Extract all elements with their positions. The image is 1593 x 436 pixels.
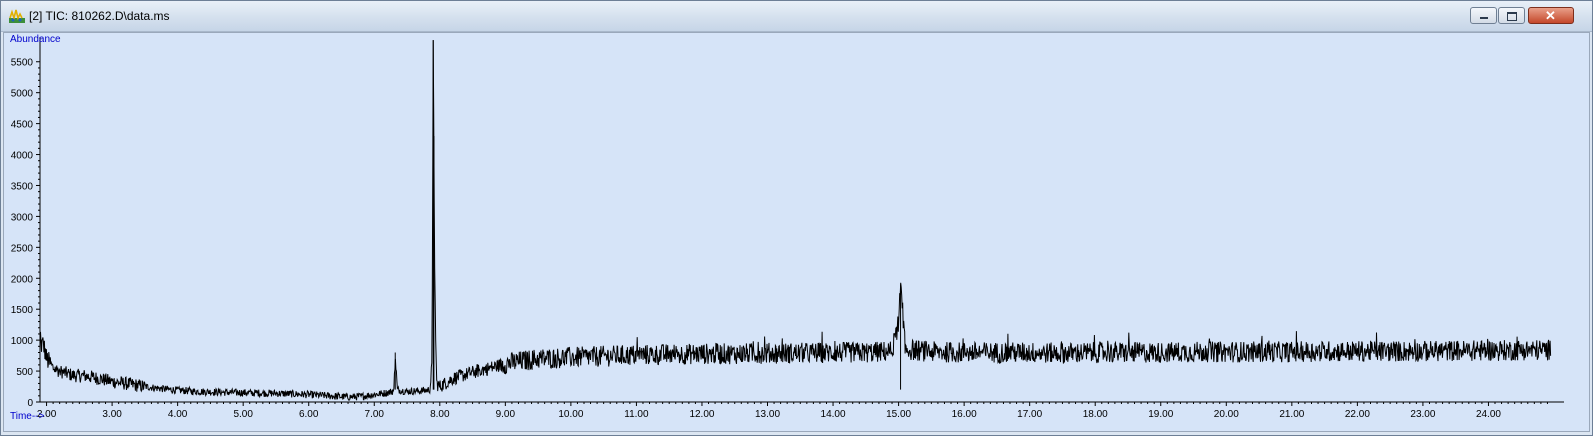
x-tick-label: 13.00 <box>755 409 780 420</box>
y-axis-label: Abundance <box>10 34 61 45</box>
x-tick-label: 24.00 <box>1476 409 1501 420</box>
y-tick-label: 5500 <box>11 58 34 69</box>
title-bar[interactable]: [2] TIC: 810262.D\data.ms ✕ <box>1 1 1592 32</box>
x-tick-label: 19.00 <box>1148 409 1173 420</box>
restore-button[interactable] <box>1498 7 1525 24</box>
close-icon: ✕ <box>1545 8 1556 23</box>
x-tick-label: 8.00 <box>430 409 450 420</box>
y-tick-label: 3000 <box>11 212 34 223</box>
y-tick-label: 500 <box>16 367 33 378</box>
y-tick-label: 3500 <box>11 181 34 192</box>
x-tick-label: 2.00 <box>37 409 57 420</box>
close-button[interactable]: ✕ <box>1528 7 1574 24</box>
y-tick-label: 2000 <box>11 274 34 285</box>
x-tick-label: 15.00 <box>886 409 911 420</box>
y-tick-label: 4000 <box>11 151 34 162</box>
x-tick-label: 7.00 <box>365 409 385 420</box>
x-tick-label: 17.00 <box>1017 409 1042 420</box>
x-axis-label: Time--> <box>10 411 45 422</box>
restore-icon <box>1507 12 1517 21</box>
x-tick-label: 11.00 <box>624 409 649 420</box>
chromatogram-app-icon <box>9 9 25 23</box>
y-tick-label: 1000 <box>11 336 34 347</box>
y-tick-label: 5000 <box>11 89 34 100</box>
x-tick-label: 22.00 <box>1345 409 1370 420</box>
minimize-icon <box>1480 17 1488 19</box>
x-tick-label: 9.00 <box>496 409 516 420</box>
y-tick-label: 4500 <box>11 120 34 131</box>
x-tick-label: 23.00 <box>1410 409 1435 420</box>
chromatogram-plot-area[interactable]: 0 500 1000 1500 2000 2500 3000 3500 4000 4500 5000… <box>3 32 1590 432</box>
y-axis: 0 500 1000 1500 2000 2500 3000 3500 4000 4500 5000… <box>11 37 41 409</box>
x-tick-label: 4.00 <box>168 409 188 420</box>
minimize-button[interactable] <box>1470 7 1497 24</box>
tic-trace <box>39 40 1552 401</box>
x-tick-label: 5.00 <box>233 409 253 420</box>
x-tick-label: 18.00 <box>1083 409 1108 420</box>
x-tick-label: 21.00 <box>1279 409 1304 420</box>
window-title: [2] TIC: 810262.D\data.ms <box>29 9 170 23</box>
x-tick-label: 12.00 <box>689 409 714 420</box>
x-tick-label: 16.00 <box>952 409 977 420</box>
y-tick-label: 0 <box>27 398 33 409</box>
chromatogram-chart: 0 500 1000 1500 2000 2500 3000 3500 4000 4500 5000… <box>10 34 1564 422</box>
x-tick-label: 6.00 <box>299 409 319 420</box>
y-tick-label: 2500 <box>11 243 34 254</box>
y-tick-label: 1500 <box>11 305 34 316</box>
x-tick-label: 14.00 <box>821 409 846 420</box>
x-axis: 2.00 3.00 4.00 5.00 6.00 7.00 8.00 9.00 10.00 11.… <box>37 401 1564 420</box>
x-tick-label: 20.00 <box>1214 409 1239 420</box>
x-tick-label: 3.00 <box>102 409 122 420</box>
x-tick-label: 10.00 <box>558 409 583 420</box>
